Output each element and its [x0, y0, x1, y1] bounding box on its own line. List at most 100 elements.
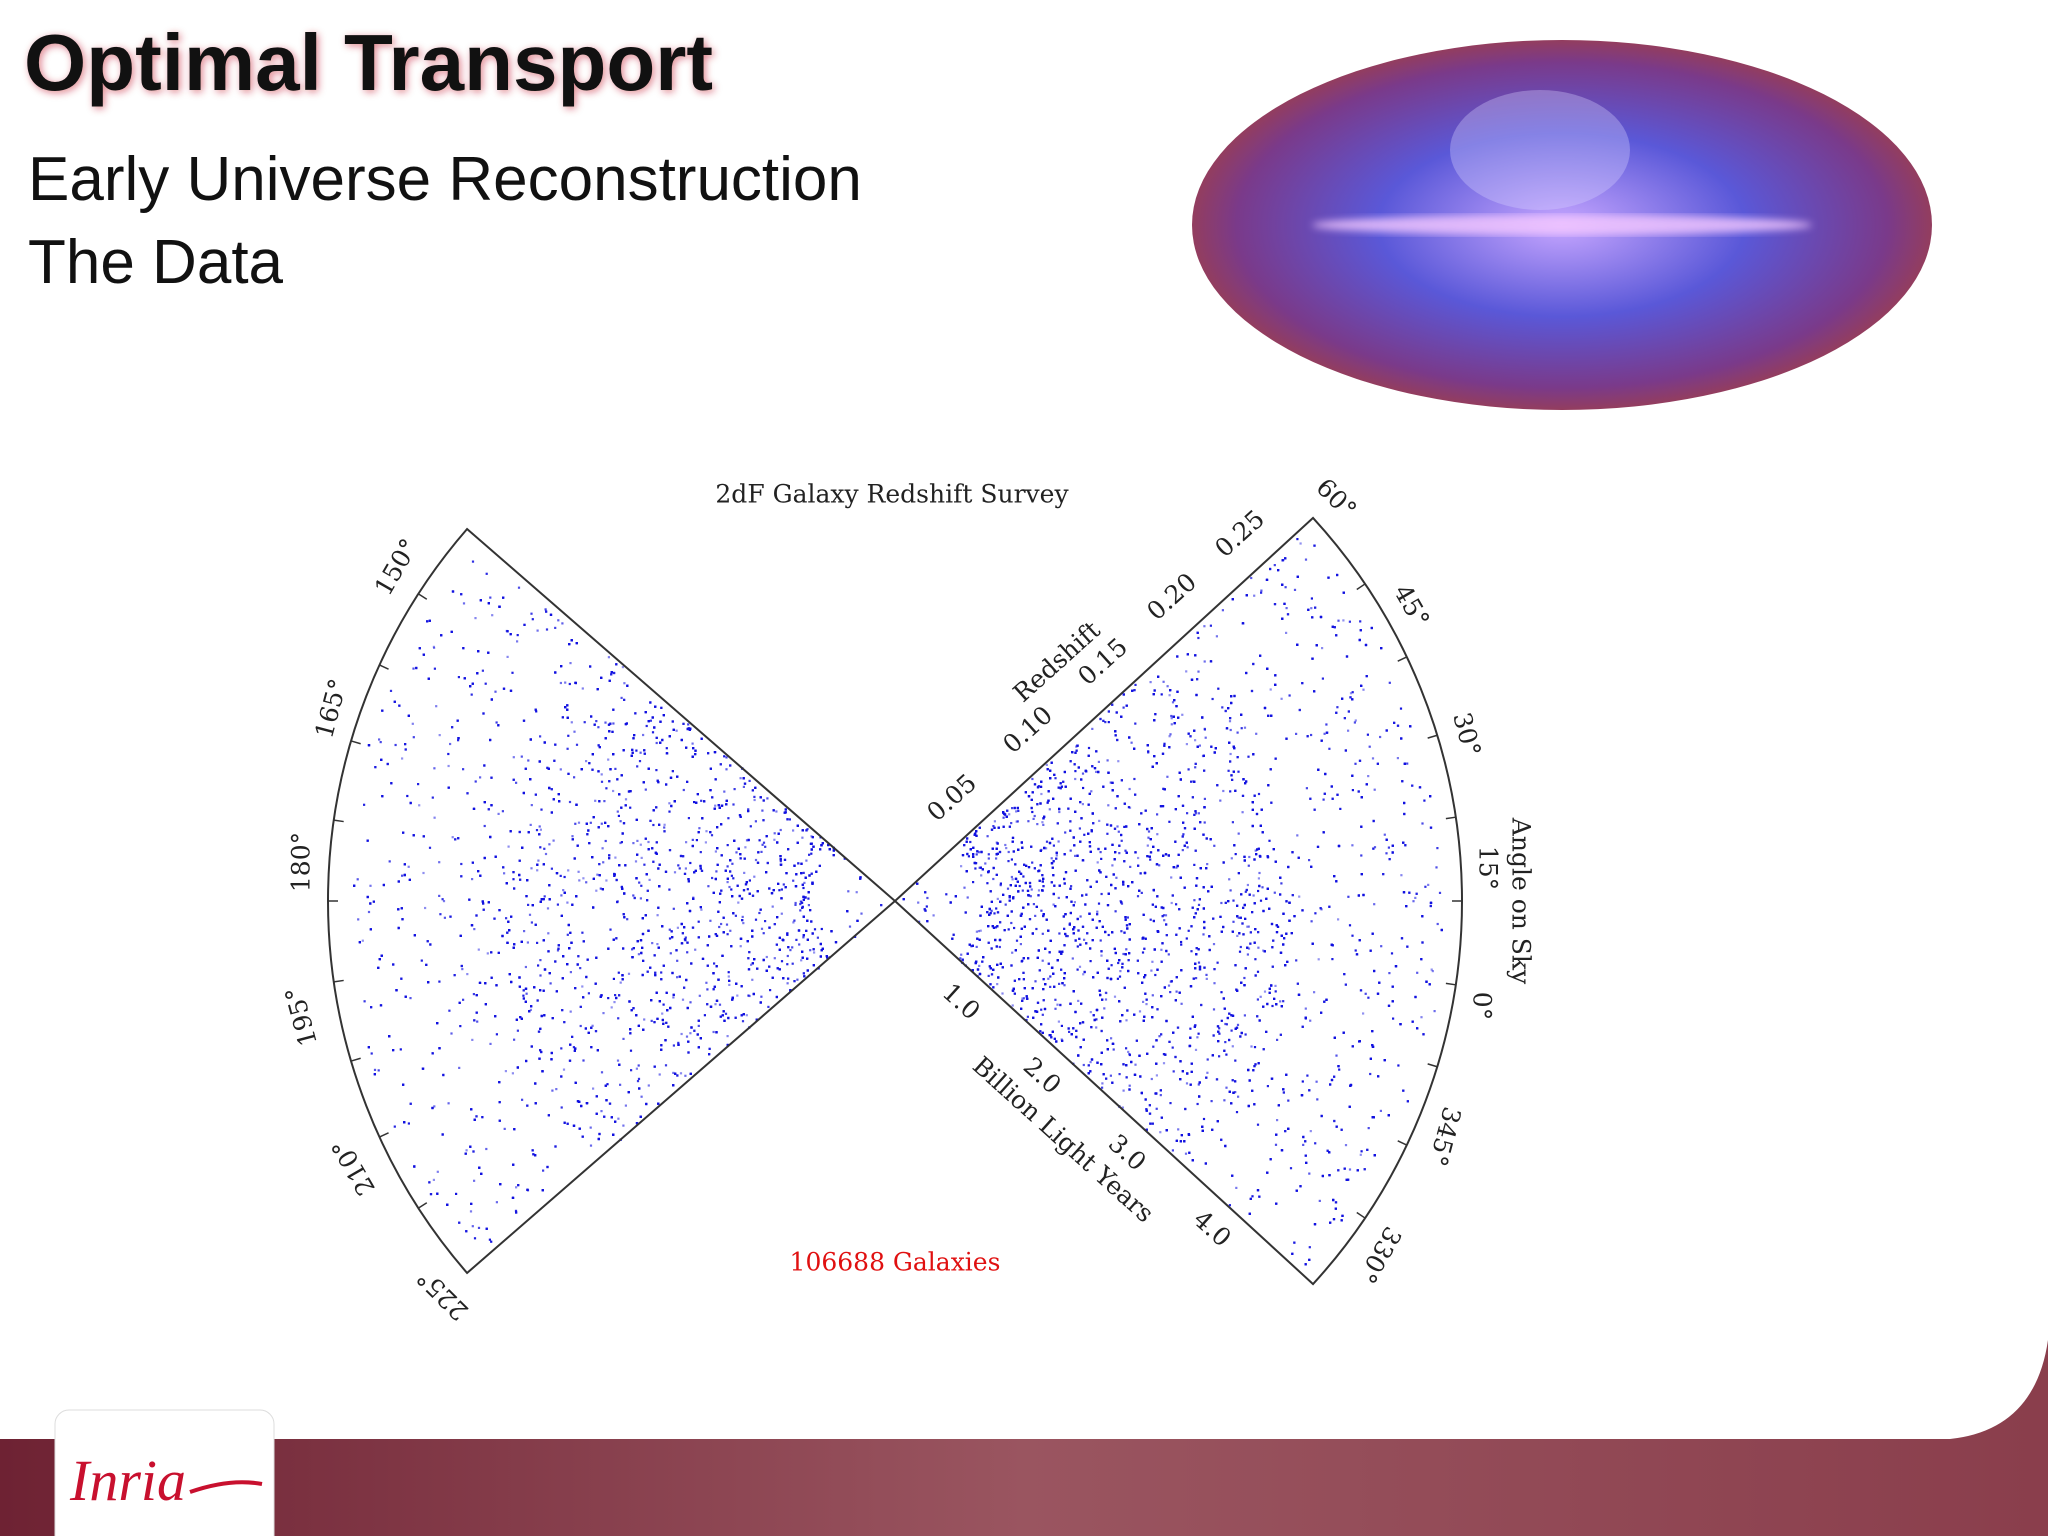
galaxy [1203, 625, 1206, 628]
galaxy [1055, 857, 1058, 860]
galaxy [986, 882, 989, 885]
galaxy [639, 751, 642, 754]
galaxy [1287, 1099, 1290, 1102]
galaxy [1148, 1104, 1151, 1107]
galaxy [778, 889, 781, 892]
galaxy [1308, 859, 1311, 862]
galaxy [1078, 937, 1081, 940]
galaxy [1104, 991, 1107, 994]
galaxy [1387, 846, 1390, 849]
galaxy-dots [353, 538, 1443, 1266]
galaxy [1218, 1032, 1221, 1035]
galaxy [1004, 843, 1007, 847]
galaxy [516, 1029, 519, 1032]
galaxy [706, 1003, 709, 1006]
galaxy [1118, 1073, 1121, 1076]
galaxy [1109, 1074, 1112, 1077]
galaxy [571, 835, 574, 838]
galaxy [1074, 770, 1077, 773]
galaxy [1145, 998, 1148, 1001]
galaxy [786, 954, 789, 958]
galaxy [978, 866, 981, 869]
galaxy [682, 722, 685, 725]
galaxy [1008, 813, 1011, 816]
galaxy [1200, 1003, 1203, 1007]
galaxy [1056, 822, 1059, 825]
galaxy [1056, 1003, 1059, 1006]
galaxy [720, 922, 723, 926]
galaxy [610, 1006, 613, 1009]
galaxy [438, 734, 441, 737]
galaxy [1180, 940, 1183, 944]
galaxy [460, 862, 463, 866]
galaxy [643, 863, 646, 866]
galaxy [1120, 902, 1124, 905]
galaxy [654, 971, 657, 974]
galaxy [603, 1115, 606, 1118]
galaxy [723, 755, 726, 758]
galaxy [1210, 1100, 1213, 1103]
galaxy [1073, 901, 1076, 904]
galaxy [708, 1047, 711, 1050]
galaxy [632, 842, 635, 845]
galaxy [569, 662, 572, 665]
galaxy [1036, 823, 1039, 826]
galaxy [484, 682, 487, 685]
galaxy [1342, 619, 1345, 622]
galaxy [1313, 808, 1316, 811]
galaxy [684, 867, 687, 870]
galaxy [1168, 694, 1171, 697]
galaxy [1211, 697, 1214, 701]
galaxy [1010, 822, 1013, 825]
galaxy [1056, 822, 1059, 825]
galaxy [1010, 875, 1013, 879]
galaxy [1406, 762, 1409, 765]
galaxy [615, 878, 618, 882]
galaxy [473, 928, 476, 931]
galaxy [1104, 998, 1108, 1001]
galaxy [1249, 931, 1252, 934]
galaxy [455, 1192, 458, 1195]
survey-figure: 2dF Galaxy Redshift Survey 150° 165° 180… [279, 473, 1535, 1326]
galaxy [603, 1115, 606, 1118]
galaxy [1037, 785, 1040, 788]
galaxy [453, 974, 456, 977]
galaxy [668, 849, 672, 852]
galaxy [1220, 991, 1223, 994]
galaxy [1095, 1026, 1098, 1029]
galaxy [1296, 834, 1299, 837]
galaxy [1213, 968, 1216, 971]
galaxy [1219, 799, 1222, 802]
galaxy [1097, 760, 1100, 763]
galaxy [1125, 924, 1129, 927]
galaxy [503, 872, 506, 875]
galaxy [610, 673, 613, 676]
galaxy [1317, 958, 1320, 961]
galaxy [799, 909, 802, 912]
galaxy [1415, 892, 1418, 895]
galaxy [1379, 1109, 1382, 1112]
galaxy [1298, 895, 1301, 898]
galaxy [1079, 915, 1082, 918]
galaxy [1170, 723, 1173, 726]
galaxy [1026, 1015, 1029, 1018]
galaxy [794, 903, 797, 906]
galaxy [1400, 874, 1403, 877]
galaxy [1344, 983, 1347, 986]
galaxy [700, 799, 703, 802]
galaxy [432, 645, 435, 648]
galaxy [618, 994, 621, 997]
galaxy [1042, 999, 1045, 1002]
galaxy [617, 971, 620, 974]
galaxy [619, 820, 622, 823]
galaxy [1247, 925, 1250, 928]
galaxy [520, 755, 523, 758]
galaxy [788, 818, 791, 821]
galaxy [700, 908, 703, 911]
galaxy [431, 796, 434, 799]
galaxy [1252, 894, 1255, 897]
galaxy [379, 741, 382, 744]
galaxy [767, 1005, 770, 1008]
galaxy [1256, 970, 1260, 973]
galaxy [1304, 1007, 1307, 1010]
